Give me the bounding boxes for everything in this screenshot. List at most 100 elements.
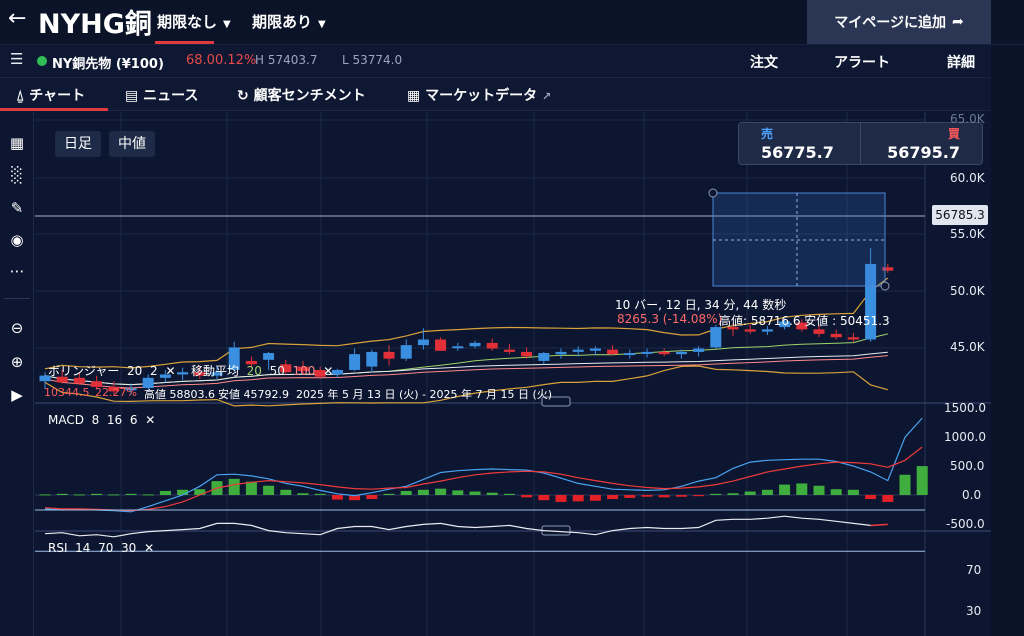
macd-histogram-bar <box>761 489 773 495</box>
period-chip[interactable]: 日足 <box>55 131 101 157</box>
candle-body <box>521 351 533 357</box>
macd-histogram-bar <box>228 478 240 495</box>
candle-body <box>727 327 739 330</box>
close-icon[interactable]: ✕ <box>144 541 155 555</box>
macd-histogram-bar <box>830 489 842 495</box>
macd-histogram-bar <box>263 485 275 495</box>
arrow-left-icon[interactable]: ← <box>8 6 27 31</box>
top-bar: ← NYHG銅 期限なし ▼ 期限あり ▼ マイページに追加 ➦ <box>0 0 1024 45</box>
candle-body <box>142 377 154 389</box>
candle-body <box>761 329 773 332</box>
chart-decorations <box>708 188 890 291</box>
macd-histogram-bar <box>572 495 584 502</box>
candle-body <box>177 372 189 375</box>
chevron-down-icon: ▼ <box>318 19 326 30</box>
zoom-out-icon[interactable]: ⊖ <box>10 319 24 337</box>
macd-histogram-bar <box>142 494 154 496</box>
order-button[interactable]: 注文 <box>750 55 778 71</box>
macd-histogram-bar <box>607 495 619 500</box>
tab-label: チャート <box>29 88 86 104</box>
candle-body <box>693 348 705 352</box>
tab-with-expiry[interactable]: 期限あり ▼ <box>252 11 326 32</box>
close-icon[interactable]: ✕ <box>323 364 334 378</box>
alert-button[interactable]: アラート <box>834 55 890 71</box>
macd-histogram-bar <box>417 489 429 495</box>
candle-body <box>228 347 240 370</box>
macd-histogram-bar <box>521 495 533 498</box>
close-icon[interactable]: ✕ <box>165 364 176 378</box>
candle-body <box>486 342 498 349</box>
candle-body <box>194 372 206 376</box>
buy-side[interactable]: 買 56795.7 <box>861 123 982 164</box>
range-change-pct: 22.27% <box>95 386 137 399</box>
candle-body <box>39 375 51 382</box>
macd-y-tick: 1000.0 <box>944 430 986 444</box>
macd-histogram-bar <box>452 490 464 495</box>
legend-param: 30 <box>120 541 137 555</box>
y-tick: 50.0K <box>950 284 985 298</box>
rsi-pane <box>35 509 925 552</box>
macd-histogram-bar <box>280 489 292 495</box>
sell-side[interactable]: 売 56775.7 <box>739 123 860 164</box>
macd-histogram-bar <box>865 495 877 500</box>
candle-body <box>607 349 619 355</box>
bar-chart-icon[interactable]: ░ <box>11 166 23 184</box>
grid-icon[interactable]: ▦ <box>9 134 25 152</box>
measure-change: 8265.3 (-14.08%) <box>617 312 723 326</box>
candle-body <box>435 339 447 351</box>
macd-histogram-bar <box>744 491 756 495</box>
macd-histogram-bar <box>366 495 378 500</box>
candle-body <box>383 351 395 359</box>
tab-chart[interactable]: ⍙ チャート <box>16 85 85 105</box>
tab-market-data[interactable]: ▦ マーケットデータ ↗ <box>407 85 551 105</box>
instrument-name: NY銅先物 (¥100) <box>52 57 164 72</box>
external-link-icon: ↗ <box>541 90 552 103</box>
eye-icon[interactable]: ◉ <box>10 231 24 249</box>
more-icon[interactable]: ⋯ <box>9 262 25 280</box>
skip-end-icon[interactable]: ▶ <box>11 386 23 404</box>
zoom-in-icon[interactable]: ⊕ <box>10 353 24 371</box>
candle-body <box>331 369 343 375</box>
add-to-mypage-button[interactable]: マイページに追加 ➦ <box>807 0 991 44</box>
macd-histogram-bar <box>624 495 636 498</box>
rsi-legend: RSI 14 70 30 ✕ <box>48 541 154 555</box>
macd-histogram-bar <box>503 493 515 495</box>
details-button[interactable]: 詳細 <box>947 55 975 71</box>
candle-body <box>796 322 808 330</box>
button-label: マイページに追加 <box>834 15 946 31</box>
bollinger-legend: ボリンジャー 20 2 ✕ <box>48 362 176 379</box>
candle-body <box>847 337 859 340</box>
candle-body <box>245 360 257 365</box>
macd-histogram-bar <box>314 493 326 495</box>
sell-label: 売 <box>761 127 774 141</box>
calendar-icon: ▦ <box>407 88 421 104</box>
tab-label: 顧客センチメント <box>253 88 366 104</box>
candle-body <box>159 374 171 378</box>
bid-ask-panel[interactable]: 売 56775.7 買 56795.7 <box>738 122 983 165</box>
candle-body <box>91 381 103 387</box>
macd-histogram-bar <box>813 485 825 495</box>
ma-100-line <box>44 355 888 389</box>
macd-histogram-bar <box>469 491 481 495</box>
candle-body <box>572 349 584 352</box>
price-chart[interactable] <box>35 112 991 636</box>
buy-label: 買 <box>947 127 960 141</box>
tab-no-expiry[interactable]: 期限なし ▼ <box>157 11 231 32</box>
macd-histogram-bar <box>159 490 171 495</box>
macd-histogram-bar <box>796 483 808 495</box>
menu-icon[interactable]: ☰ <box>10 50 24 68</box>
price-type-chip[interactable]: 中値 <box>109 131 155 157</box>
close-icon[interactable]: ✕ <box>145 413 156 427</box>
y-tick: 65.0K <box>950 112 985 126</box>
pencil-icon[interactable]: ✎ <box>10 199 24 217</box>
tab-sentiment[interactable]: ↻ 顧客センチメント <box>237 85 366 105</box>
macd-y-tick: 1500.0 <box>944 401 986 415</box>
macd-histogram-bar <box>56 493 68 495</box>
legend-param: 20 <box>246 364 262 378</box>
active-tab-indicator <box>155 41 214 44</box>
tab-news[interactable]: ▤ ニュース <box>125 85 198 105</box>
current-price-tag: 56785.3 <box>932 205 988 225</box>
macd-histogram-bar <box>91 493 103 495</box>
quote-bar: ☰ NY銅先物 (¥100) 68.0 0.12% H 57403.7 L 53… <box>0 46 991 76</box>
candle-body <box>366 351 378 367</box>
